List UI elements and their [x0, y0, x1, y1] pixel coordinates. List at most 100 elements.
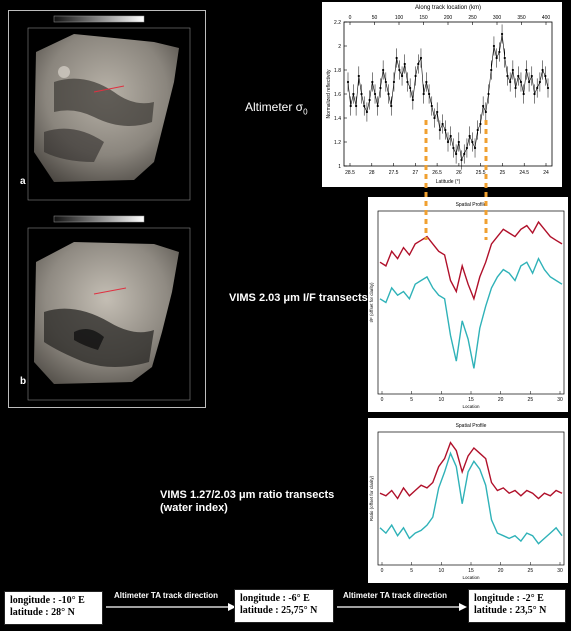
vims-203-ylabel: I/F (offset for clarity) [369, 282, 374, 322]
altimeter-data-point [425, 80, 428, 84]
altimeter-top-tick: 50 [372, 15, 378, 21]
altimeter-bottom-tick: 28.5 [345, 170, 355, 176]
vims-ratio-bg [368, 418, 568, 583]
vims-ratio-title: Spatial Profile [456, 423, 487, 429]
altimeter-data-point [376, 104, 379, 108]
altimeter-data-point [522, 92, 525, 96]
vims-203-xlabel: Location [462, 404, 480, 409]
vims-ratio-x-tick: 25 [528, 568, 534, 574]
altimeter-bottom-tick: 28 [369, 170, 375, 176]
vims-203-x-tick: 5 [410, 397, 413, 403]
coord-box-mid: longitude : -6° E latitude : 25,75° N [234, 589, 334, 623]
coord-box-mid-lat: latitude : 25,75° N [240, 605, 318, 616]
vims-203-chart: Spatial Profile 0 5 10 15 20 25 30 Location I/F (… [368, 197, 568, 412]
altimeter-y-tick: 1.2 [334, 140, 341, 146]
vims-ratio-x-tick: 20 [498, 568, 504, 574]
altimeter-data-point [503, 56, 506, 60]
map-a-label: a [20, 176, 26, 187]
altimeter-data-point [517, 74, 520, 78]
altimeter-bottom-tick: 26.5 [432, 170, 442, 176]
altimeter-bottom-tick: 27 [413, 170, 419, 176]
altimeter-label: Altimeter σ0 [245, 100, 308, 116]
altimeter-data-point [544, 74, 547, 78]
altimeter-data-point [392, 80, 396, 84]
altimeter-data-point [449, 134, 452, 138]
altimeter-data-point [465, 146, 469, 150]
altimeter-top-tick: 400 [542, 15, 551, 21]
altimeter-bottom-tick: 25.5 [476, 170, 486, 176]
altimeter-data-point [346, 80, 350, 84]
altimeter-data-point [546, 86, 550, 90]
vims-ratio-label-line2: (water index) [160, 502, 228, 514]
vims-ratio-series-1 [379, 441, 563, 500]
altimeter-label-sub: 0 [303, 107, 308, 117]
vims-ratio-x-tick: 30 [557, 568, 563, 574]
altimeter-data-point [487, 92, 490, 96]
altimeter-data-point [468, 134, 471, 138]
map-b [27, 215, 191, 401]
map-panel-frame [8, 10, 206, 408]
vims-ratio-x-tick: 0 [381, 568, 384, 574]
vims-ratio-series-2 [379, 451, 563, 545]
vims-203-x-tick: 20 [498, 397, 504, 403]
altimeter-y-tick: 1.8 [334, 68, 341, 74]
coord-box-end-lat: latitude : 23,5° N [474, 605, 547, 616]
altimeter-data-point [400, 74, 404, 78]
altimeter-data-point [395, 56, 398, 60]
altimeter-data-point [403, 62, 406, 66]
altimeter-y-tick: 1.4 [334, 116, 341, 122]
altimeter-data-point [368, 98, 371, 102]
coord-box-start-lon: longitude : -10° E [10, 595, 85, 606]
altimeter-data-point [514, 86, 517, 90]
altimeter-top-tick: 300 [493, 15, 502, 21]
altimeter-data-point [460, 158, 463, 162]
vims-ratio-x-tick: 15 [468, 568, 474, 574]
altimeter-data-point [541, 68, 544, 72]
altimeter-bottom-tick: 24.5 [519, 170, 529, 176]
vims-ratio-label-line1: VIMS 1.27/2.03 μm ratio transects [160, 489, 335, 501]
altimeter-data-point [527, 80, 531, 84]
altimeter-data-point [495, 56, 498, 60]
altimeter-ylabel: Normalized reflectivity [326, 69, 332, 118]
altimeter-top-tick: 200 [444, 15, 453, 21]
altimeter-data-point [422, 92, 425, 96]
altimeter-data-point [438, 128, 441, 132]
altimeter-data-point [427, 92, 431, 96]
vims-ratio-x-tick: 10 [439, 568, 445, 574]
altimeter-data-point [417, 62, 420, 66]
altimeter-data-point [476, 128, 479, 132]
altimeter-data-point [490, 68, 493, 72]
altimeter-bottom-tick: 27.5 [389, 170, 399, 176]
altimeter-data-point [384, 80, 387, 84]
altimeter-chart-bg [322, 2, 562, 187]
altimeter-data-point [519, 80, 523, 84]
altimeter-data-point [446, 140, 450, 144]
altimeter-data-point [452, 146, 455, 150]
altimeter-data-point [436, 110, 439, 114]
altimeter-data-point [379, 86, 382, 90]
vims-ratio-xlabel: Location [462, 575, 480, 580]
coord-box-start: longitude : -10° E latitude : 28° N [4, 591, 103, 625]
vims-203-x-tick: 25 [528, 397, 534, 403]
vims-203-x-tick: 10 [439, 397, 445, 403]
altimeter-y-tick: 1.6 [334, 92, 341, 98]
altimeter-data-point [419, 56, 423, 60]
altimeter-data-point [455, 152, 458, 156]
altimeter-data-point [430, 104, 433, 108]
vims-203-title: Spatial Profile [456, 202, 487, 208]
altimeter-chart: Along track location (km) 0 50 100 150 200 250… [322, 2, 562, 187]
altimeter-data-point [357, 74, 360, 78]
altimeter-data-point [482, 104, 485, 108]
vims-203-label: VIMS 2.03 μm I/F transects [229, 292, 368, 304]
vims-203-x-tick: 0 [381, 397, 384, 403]
altimeter-data-point [511, 68, 514, 72]
vims-203-series-1 [379, 220, 563, 302]
altimeter-data-point [414, 74, 417, 78]
altimeter-data-point [387, 92, 390, 96]
altimeter-data-point [500, 32, 504, 36]
altimeter-data-point [433, 116, 436, 120]
altimeter-data-point [411, 98, 414, 102]
altimeter-data-point [530, 74, 533, 78]
vims-203-x-tick: 30 [557, 397, 563, 403]
altimeter-data-point [382, 68, 385, 72]
